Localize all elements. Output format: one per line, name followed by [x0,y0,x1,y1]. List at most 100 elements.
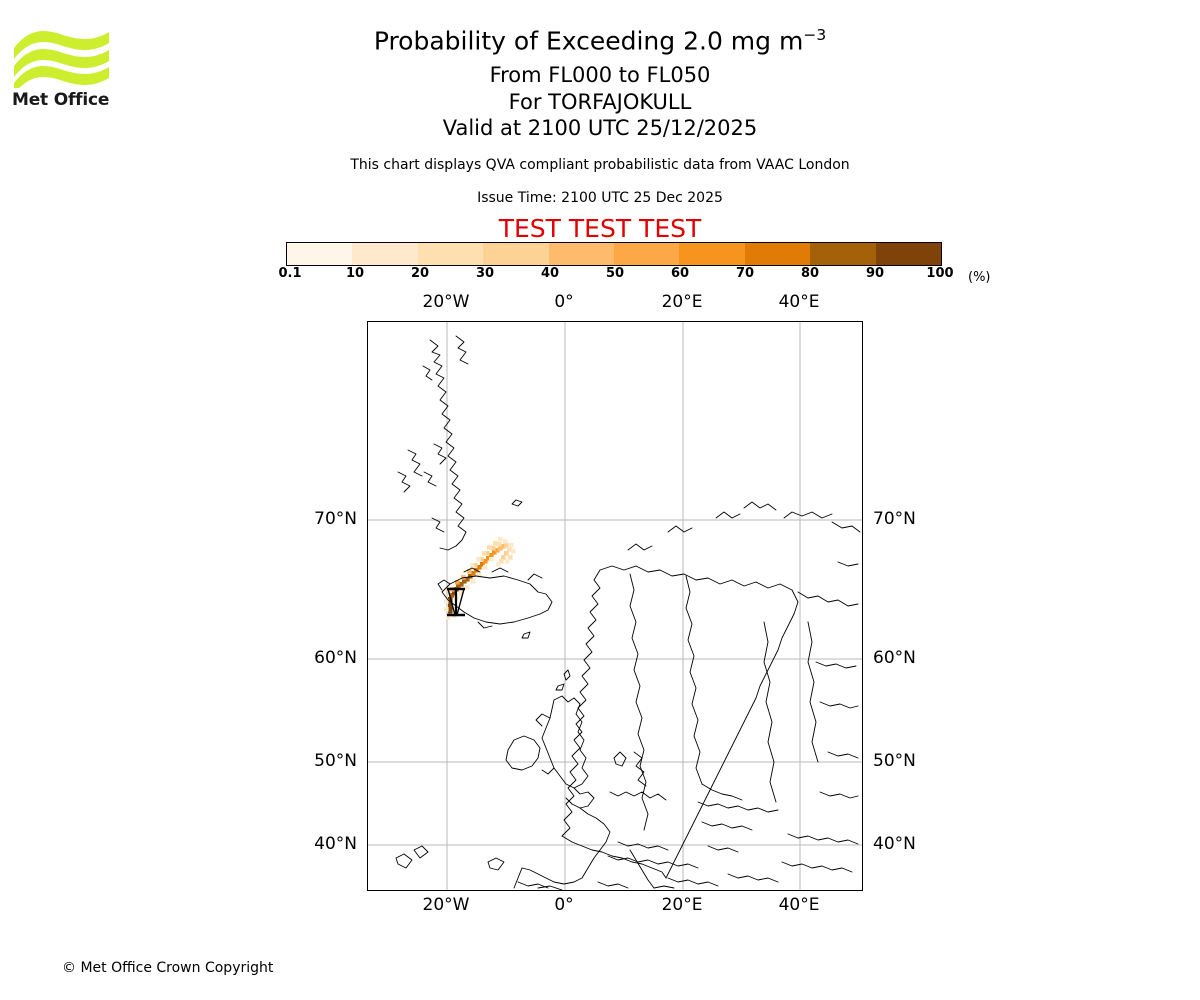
lon-label-bottom-3: 40°E [778,895,820,915]
ash-cell-5 [452,590,457,595]
ash-cell-33 [504,543,509,548]
coastline-segment-52 [667,877,719,887]
coastline-segment-39 [607,855,699,869]
ash-cell-47 [459,591,464,596]
coastline-segment-13 [527,573,543,581]
coastline-segment-34 [513,867,523,889]
colorbar-tick-40: 40 [540,266,560,281]
coastline-segment-53 [727,873,779,883]
coastline-segment-2 [422,365,433,381]
coastline-segment-15 [521,631,531,639]
coastline-segment-21 [561,835,667,879]
coastline-segment-35 [609,791,667,801]
coastline-segment-30 [565,787,595,809]
ash-cell-60 [511,549,516,554]
ash-cell-26 [485,551,490,556]
ash-cell-16 [471,571,476,576]
ash-cell-15 [468,574,473,579]
ash-cell-39 [496,562,501,567]
ash-cell-38 [499,559,504,564]
ash-cell-43 [483,565,488,570]
ash-cell-31 [501,544,506,549]
ash-cell-24 [486,556,491,561]
colorbar-gradient [286,242,942,266]
colorbar-tick-30: 30 [475,266,495,281]
coastline-segment-10 [437,579,451,591]
coastline-segment-37 [629,849,655,889]
coastline-segment-63 [743,501,777,511]
valid-time-subtitle: Valid at 2100 UTC 25/12/2025 [442,116,758,140]
colorbar-tick-20: 20 [410,266,430,281]
map-panel[interactable] [367,321,863,891]
ash-cell-44 [477,573,482,578]
coastline-segment-8 [511,499,523,507]
coastline-segment-22 [629,573,649,831]
ash-cell-13 [465,577,470,582]
ash-cell-45 [471,579,476,584]
ash-cell-36 [504,551,509,556]
coastline-segment-54 [781,861,853,873]
coastline-segment-18 [599,565,793,591]
coastline-segment-61 [837,561,859,567]
coastline-segment-64 [715,511,741,519]
coastline-segment-66 [627,543,653,551]
volcano-marker-right-diagonal [456,588,465,616]
coastline-segment-51 [597,881,629,889]
ash-cell-21 [480,562,485,567]
ash-cell-56 [470,563,475,568]
coastline-segment-55 [787,833,859,845]
coastline-segment-32 [579,807,611,879]
ash-cell-22 [483,559,488,564]
coastline-segment-46 [517,881,549,889]
met-office-logo-text: Met Office [12,90,110,110]
coastline-segment-59 [815,661,857,669]
coastline-segment-47 [487,857,505,871]
ash-cell-49 [444,599,449,604]
coastline-segment-23 [685,575,703,785]
ash-cell-46 [465,585,470,590]
page-title-text: Probability of Exceeding 2.0 mg m [373,26,804,56]
ash-probability-cells [444,537,516,620]
lon-label-top-1: 0° [554,292,574,312]
ash-cell-40 [508,555,513,560]
coastline-segment-14 [477,621,493,629]
coastline-segment-43 [763,621,777,803]
coastlines [395,335,861,890]
coastline-segment-49 [413,845,429,859]
coastline-segment-45 [797,591,859,607]
coastline-segment-41 [701,821,753,831]
volcano-marker-left-diagonal [447,588,456,616]
colorbar-unit-label: (%) [968,270,991,285]
coastline-segment-65 [667,525,693,533]
ash-cell-35 [507,547,512,552]
coastline-segment-40 [697,801,779,813]
ash-cell-32 [497,542,502,547]
colorbar-tick-0.1: 0.1 [278,266,302,281]
ash-cell-17 [467,569,472,574]
colorbar-band-2 [417,243,484,265]
ash-cell-54 [482,551,487,556]
lat-label-right-0: 70°N [873,509,916,529]
lat-label-left-1: 60°N [314,648,357,668]
coastline-segment-28 [535,713,551,727]
colorbar-band-9 [875,243,942,265]
colorbar-band-6 [679,243,745,265]
coastline-segment-58 [819,701,859,709]
lon-label-bottom-2: 20°E [661,895,703,915]
lat-label-right-1: 60°N [873,648,916,668]
copyright-footer: © Met Office Crown Copyright [62,960,274,976]
coastline-segment-31 [505,735,541,771]
colorbar-band-5 [614,243,680,265]
colorbar-band-1 [352,243,418,265]
ash-cell-28 [495,548,500,553]
ash-cell-50 [444,607,449,612]
ash-cell-0 [448,609,453,614]
volcano-location-marker [447,587,465,617]
colorbar-band-3 [483,243,549,265]
lat-label-left-0: 70°N [314,509,357,529]
coastline-segment-38 [653,885,675,889]
issue-time: Issue Time: 2100 UTC 25 Dec 2025 [477,190,723,206]
ash-cell-55 [476,557,481,562]
coastline-segment-42 [707,845,739,853]
